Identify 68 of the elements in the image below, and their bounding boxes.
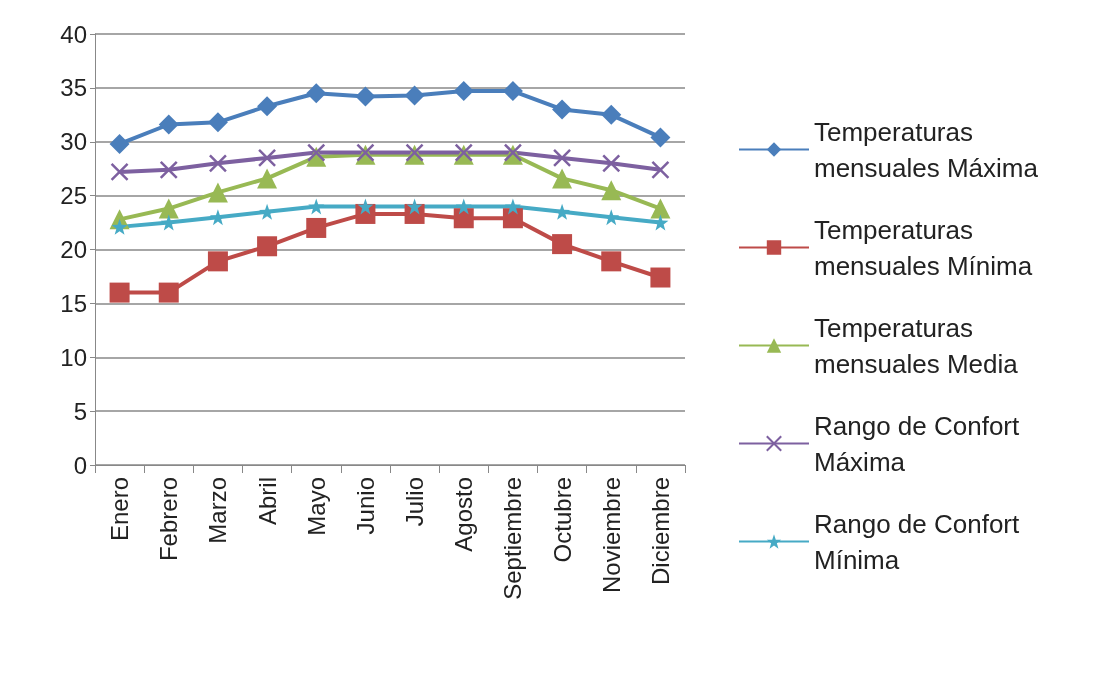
y-tick-label: 10 [60, 343, 87, 371]
point [552, 168, 573, 189]
x-tick-label: Noviembre [597, 477, 625, 594]
x-tick-label: Octubre [548, 477, 576, 563]
x-tick-label: Marzo [204, 477, 232, 544]
x-tick-label: Diciembre [646, 477, 674, 586]
x-tick-label: Septiembre [499, 477, 527, 600]
point [306, 217, 327, 238]
point [109, 133, 130, 154]
point [257, 168, 278, 189]
point [504, 198, 521, 215]
point [455, 198, 472, 215]
point [552, 234, 573, 255]
point [406, 198, 423, 215]
x-tick-label: Julio [401, 477, 429, 527]
point [207, 112, 228, 133]
point [453, 81, 474, 102]
x-tick-label: Junio [351, 477, 379, 535]
point [502, 81, 523, 102]
y-tick-label: 0 [73, 451, 87, 479]
point [207, 182, 228, 203]
legend-label: Rango de Confort Mínima [814, 508, 1027, 575]
point [601, 251, 622, 272]
point [601, 104, 622, 125]
x-tick-label: Abril [253, 477, 281, 526]
point [257, 236, 278, 257]
point [357, 198, 374, 215]
x-tick-label: Enero [106, 477, 134, 542]
point [552, 99, 573, 120]
point [404, 85, 425, 106]
y-tick-label: 15 [60, 289, 87, 317]
point [502, 208, 523, 229]
point [306, 83, 327, 104]
y-tick-label: 30 [60, 128, 87, 156]
point [650, 267, 671, 288]
point [257, 148, 277, 168]
legend-label: Temperaturas mensuales Media [814, 312, 1019, 379]
y-tick-label: 40 [60, 20, 87, 48]
point [257, 96, 278, 117]
x-tick-label: Agosto [450, 477, 478, 552]
point [651, 160, 670, 180]
point [650, 127, 671, 148]
y-tick-label: 35 [60, 74, 87, 102]
point [159, 160, 178, 180]
point [453, 208, 474, 229]
point [307, 143, 326, 162]
point [601, 180, 622, 201]
point [158, 114, 179, 135]
point [208, 154, 228, 173]
x-tick-label: Mayo [302, 477, 330, 536]
point [110, 162, 129, 182]
point [602, 154, 621, 173]
point [158, 282, 179, 303]
legend-label: Temperaturas mensuales Máxima [814, 116, 1039, 183]
x-tick-label: Febrero [155, 477, 183, 562]
y-tick-label: 5 [73, 397, 87, 425]
point [111, 218, 128, 235]
point [109, 282, 130, 303]
y-tick-label: 20 [60, 236, 87, 263]
point [207, 251, 228, 272]
legend-label: Rango de Confort Máxima [814, 410, 1027, 477]
point [308, 198, 325, 215]
point [355, 86, 376, 107]
legend-label: Temperaturas mensuales Mínima [814, 214, 1033, 281]
point [552, 148, 572, 168]
point [158, 198, 179, 219]
point [650, 198, 671, 219]
y-tick-label: 25 [60, 182, 87, 210]
